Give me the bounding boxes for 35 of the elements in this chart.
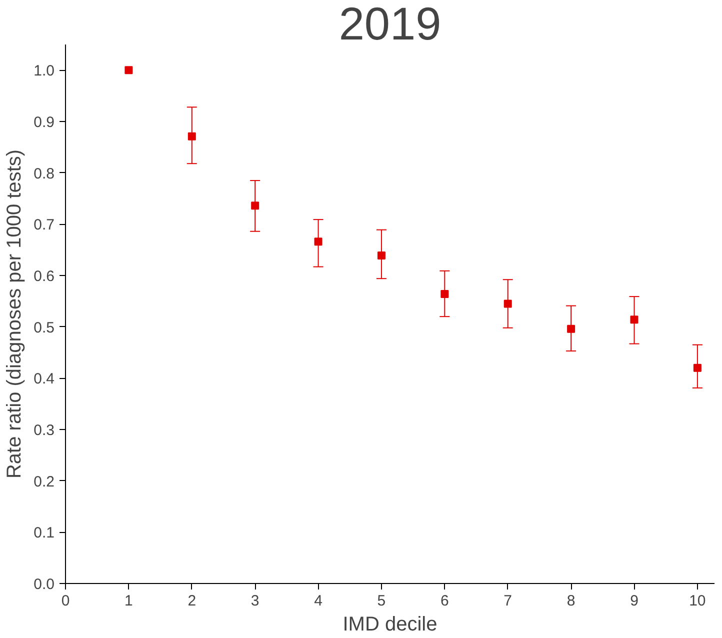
y-tick-label: 0.0 <box>34 576 55 593</box>
point <box>188 132 196 140</box>
y-tick-label: 0.3 <box>34 422 55 439</box>
x-tick-label: 4 <box>314 592 322 610</box>
y-tick-label: 0.6 <box>34 268 55 285</box>
y-tick-label: 0.1 <box>34 524 55 542</box>
y-tick-label: 1.0 <box>34 62 55 80</box>
x-tick-label: 0 <box>61 592 70 610</box>
point <box>124 66 133 74</box>
y-tick-label: 0.8 <box>34 165 55 182</box>
x-tick-label: 2 <box>188 592 196 610</box>
point <box>440 290 449 298</box>
point <box>314 238 322 246</box>
point <box>377 251 386 260</box>
x-tick-label: 5 <box>377 592 386 610</box>
x-axis-title: IMD decile <box>342 614 438 636</box>
y-tick-label: 0.7 <box>34 216 55 234</box>
point <box>630 316 638 324</box>
y-tick-label: 0.2 <box>34 473 55 490</box>
x-tick-label: 7 <box>504 592 512 610</box>
y-tick-label: 0.4 <box>34 370 55 388</box>
x-tick-label: 9 <box>630 592 638 610</box>
x-tick-label: 6 <box>440 592 449 610</box>
point <box>504 300 512 308</box>
y-tick-label: 0.9 <box>34 114 55 131</box>
point <box>567 324 576 333</box>
point <box>251 202 260 210</box>
x-tick-label: 10 <box>689 592 706 610</box>
x-tick-label: 8 <box>566 592 576 610</box>
chart-title: 2019 <box>338 0 442 50</box>
x-tick-label: 3 <box>250 592 260 610</box>
x-tick-label: 1 <box>124 592 133 610</box>
point <box>693 364 702 372</box>
y-tick-label: 0.5 <box>34 319 55 336</box>
y-axis-title: Rate ratio (diagnoses per 1000 tests) <box>4 149 26 479</box>
